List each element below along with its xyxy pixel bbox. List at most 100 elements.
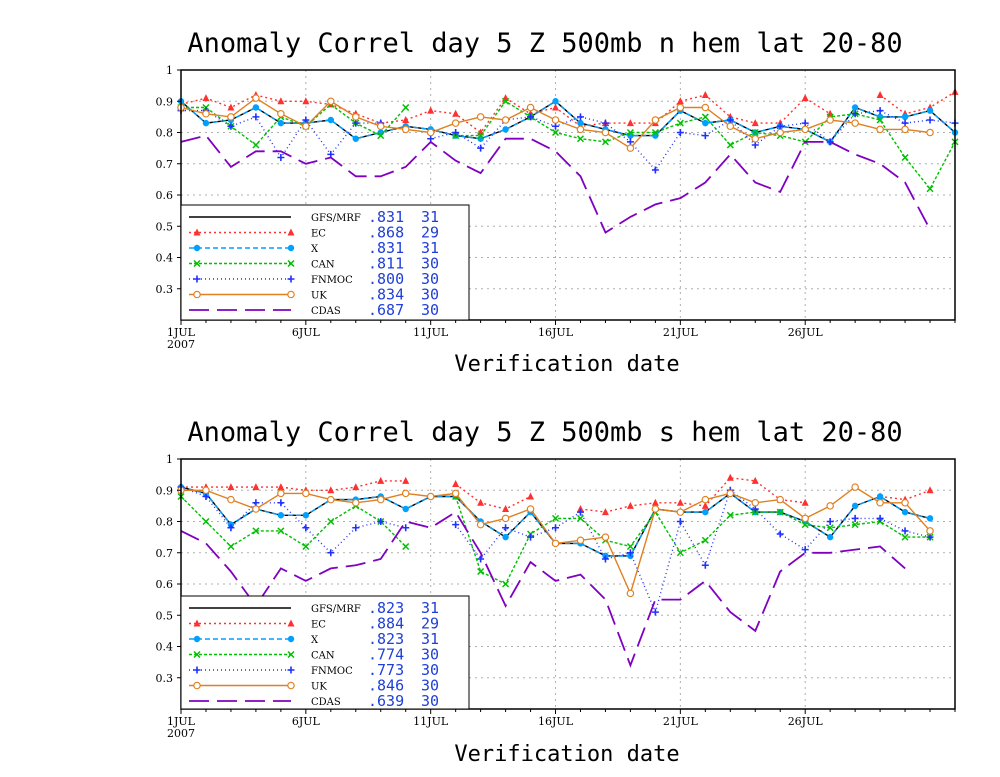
data-point-can [551, 514, 560, 522]
data-point-uk [826, 116, 834, 124]
data-point-uk [601, 128, 610, 137]
data-point-uk [801, 125, 809, 134]
data-point-ec [502, 94, 510, 102]
data-point-uk [726, 122, 735, 131]
data-point-ec [252, 483, 260, 491]
data-point-uk [327, 495, 335, 504]
legend-marker [193, 681, 201, 690]
data-point-can [626, 128, 634, 137]
y-tick-label: 0.8 [156, 516, 174, 529]
data-point-uk [227, 113, 235, 121]
y-tick-label: 0.9 [156, 95, 174, 108]
data-point-uk [252, 94, 260, 102]
data-point-uk [626, 589, 635, 598]
data-point-fnmoc [676, 518, 684, 525]
y-tick-label: 0.5 [156, 220, 174, 233]
legend-label: UK [311, 682, 327, 693]
data-point-x [327, 116, 335, 124]
data-point-can [651, 128, 659, 137]
legend-score: .823 [368, 630, 404, 648]
x-tick-label: 2007 [167, 338, 195, 351]
data-point-uk [626, 144, 635, 152]
data-point-fnmoc [452, 129, 460, 136]
legend-marker [193, 619, 201, 627]
data-point-x [851, 104, 859, 111]
legend-count: 30 [421, 677, 439, 695]
legend-marker [193, 244, 201, 252]
legend-label: X [311, 244, 319, 255]
data-point-ec [302, 97, 310, 105]
legend-score: .823 [368, 599, 404, 617]
y-tick-label: 1 [166, 453, 173, 466]
legend-marker [287, 290, 295, 299]
data-point-fnmoc [701, 132, 709, 140]
y-tick-label: 0.4 [156, 641, 174, 654]
data-point-fnmoc [302, 524, 310, 532]
data-point-uk [451, 489, 460, 498]
legend-count: 30 [421, 692, 439, 710]
y-tick-label: 0.4 [156, 252, 174, 265]
data-point-fnmoc [377, 518, 385, 525]
legend-marker [193, 228, 201, 236]
data-point-ec [676, 498, 684, 506]
legend-marker [287, 275, 295, 283]
legend-count: 30 [421, 270, 439, 288]
chart-title-nhem: Anomaly Correl day 5 Z 500mb n hem lat 2… [187, 28, 902, 59]
series-line-can [181, 100, 956, 191]
data-point-ec [202, 94, 210, 102]
data-point-fnmoc [751, 505, 759, 513]
data-point-fnmoc [901, 527, 909, 535]
data-point-ec [826, 109, 834, 117]
data-point-can [701, 536, 709, 544]
data-point-can [202, 517, 210, 526]
data-point-can [252, 141, 260, 149]
data-point-uk [651, 505, 660, 513]
data-point-fnmoc [826, 518, 834, 525]
legend-label: EC [311, 229, 326, 240]
data-point-ec [801, 94, 809, 102]
legend-label: CDAS [311, 697, 341, 708]
data-point-uk [876, 498, 884, 507]
data-point-uk [302, 122, 310, 131]
data-point-ec [427, 106, 435, 114]
x-tick-label: 1JUL [167, 326, 196, 339]
data-point-uk [401, 125, 410, 134]
legend-box [180, 595, 470, 710]
data-point-can [377, 132, 385, 140]
legend-score: .639 [368, 692, 404, 710]
y-tick-label: 1 [166, 64, 173, 77]
data-point-uk [376, 495, 385, 504]
data-point-uk [826, 502, 834, 510]
data-point-uk [351, 113, 360, 121]
data-point-uk [576, 125, 585, 134]
legend-count: 30 [421, 661, 439, 679]
data-point-can [252, 527, 260, 535]
data-point-can [576, 135, 585, 143]
series-line-cdas [180, 134, 931, 234]
data-point-fnmoc [452, 521, 460, 529]
data-point-fnmoc [751, 141, 759, 149]
data-point-uk [676, 103, 685, 112]
x-tick-label: 6JUL [292, 326, 321, 339]
data-point-x [826, 533, 834, 541]
data-point-uk [701, 495, 710, 504]
data-point-can [626, 542, 634, 551]
data-point-fnmoc [352, 524, 360, 532]
data-point-x [876, 493, 884, 500]
legend-label: FNMOC [311, 666, 353, 677]
data-point-ec [626, 501, 634, 509]
data-point-can [826, 524, 834, 532]
data-point-can [302, 542, 310, 551]
legend-marker [193, 650, 201, 659]
x-tick-label: 11JUL [413, 326, 449, 339]
x-tick-label: 26JUL [788, 715, 824, 728]
data-point-ec [352, 483, 360, 491]
data-point-uk [526, 505, 535, 513]
data-point-fnmoc [202, 493, 210, 500]
data-point-fnmoc [252, 499, 260, 507]
data-point-can [701, 113, 709, 121]
data-point-uk [476, 520, 485, 529]
data-point-uk [501, 514, 510, 523]
data-point-fnmoc [626, 549, 634, 557]
data-point-fnmoc [901, 119, 909, 127]
